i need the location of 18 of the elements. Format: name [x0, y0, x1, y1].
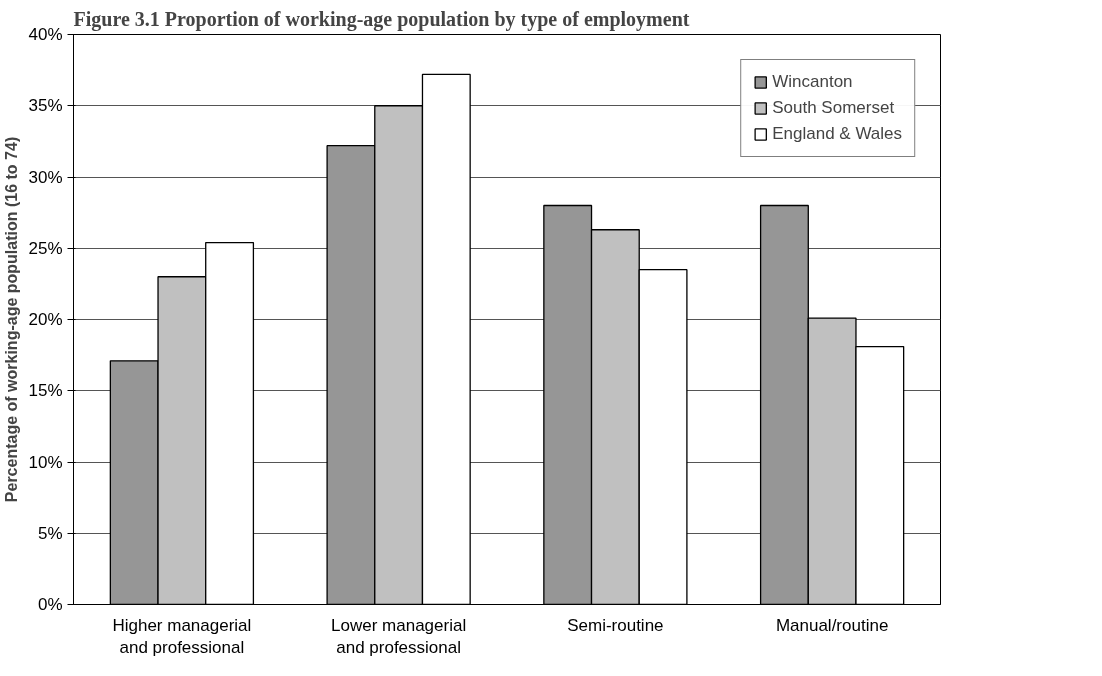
legend-label: Wincanton: [772, 72, 853, 92]
y-tick-label: 15%: [28, 381, 63, 401]
x-tick-label: Manual/routine: [775, 615, 889, 635]
y-tick-label: 35%: [28, 96, 63, 116]
x-tick-label: Higher managerial and professional: [112, 615, 252, 658]
y-tick-label: 25%: [28, 238, 63, 258]
y-axis-title: Percentage of working-age population (16 to 74): [3, 136, 21, 503]
chart-title: Figure 3.1 Proportion of working-age population by type of employment: [73, 7, 690, 31]
y-tick-label: 5%: [37, 523, 63, 543]
x-tick-label: Semi-routine: [567, 615, 664, 635]
y-tick-label: 20%: [28, 310, 63, 329]
y-tick-label: 40%: [28, 25, 63, 44]
legend-label: South Somerset: [772, 98, 895, 118]
y-tick-label: 10%: [28, 452, 63, 472]
x-tick-label: Lower managerial and professional: [331, 615, 467, 658]
y-tick-label: 30%: [28, 167, 63, 187]
y-tick-label: 0%: [37, 595, 63, 614]
legend-label: England & Wales: [772, 124, 902, 144]
